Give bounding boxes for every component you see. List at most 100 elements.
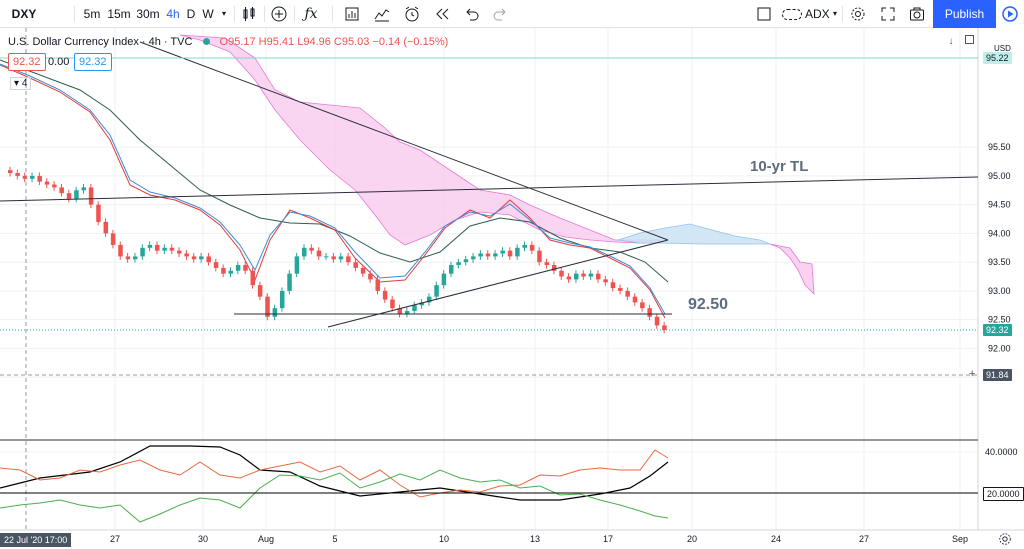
candle-body [110,233,116,245]
redo-button[interactable] [488,0,512,28]
replay-icon [436,8,449,20]
ten-year-trendline[interactable] [0,176,979,202]
candle-body [463,259,469,263]
candle-body [243,265,248,271]
toolbar-divider [74,6,75,22]
candle-body [360,267,366,274]
candle-body [647,308,652,317]
redo-icon [493,8,506,21]
candle-body [324,256,329,258]
time-tick-label: Aug [258,534,274,544]
grid [0,28,978,530]
candle-body [353,262,358,268]
interval-4h[interactable]: 4h [166,7,180,21]
interval-dropdown-button[interactable]: ▾ [221,9,226,18]
restore-pane-button[interactable] [962,35,976,49]
undo-button[interactable] [460,0,484,28]
candle-body [96,204,101,222]
symbol-title[interactable]: U.S. Dollar Currency Index · 4h · TVC [8,36,193,48]
cloud-layout-button[interactable]: ADX [782,0,830,28]
candle-body [485,253,491,257]
price-axis[interactable]: 95.50 95.00 94.50 94.00 93.50 93.00 92.50 92.00… [988,142,1011,382]
settings-button[interactable] [846,0,870,28]
publish-button[interactable]: Publish [933,0,996,28]
play-button[interactable] [996,0,1024,28]
layout-dropdown-button[interactable]: ▾ [832,9,837,18]
candle-body [625,290,630,297]
candle-body [8,170,13,174]
candle-body [346,256,351,263]
axis-settings-button[interactable] [998,532,1012,546]
candle-body [177,250,182,254]
market-status-icon [203,38,211,45]
candle-body [551,265,557,271]
candle-body [272,308,278,317]
time-tick-label: 30 [198,534,208,544]
compare-button[interactable] [370,0,394,28]
candle-body [390,299,395,309]
candle-body [302,247,307,257]
candle-body [426,296,432,303]
time-tick-label: 27 [110,534,120,544]
snapshot-button[interactable] [905,0,929,28]
candle-body [507,250,513,257]
time-tick-label: 20 [687,534,697,544]
time-axis[interactable]: 27 30 Aug 5 10 13 17 20 24 27 Sep [110,534,968,544]
replay-button[interactable] [430,0,454,28]
sell-price-box[interactable]: 92.32 [8,53,46,71]
candle-body [419,302,425,306]
crosshair-add-button[interactable]: + [969,368,976,380]
indicators-button[interactable]: ƒx [298,0,324,28]
candle-body [654,316,660,326]
lower-ascending-trendline[interactable] [327,239,669,328]
fullscreen-button[interactable] [876,0,900,28]
add-comparison-button[interactable] [268,0,290,28]
candle-body [434,285,439,297]
candle-body [66,193,72,199]
toolbar-divider [842,6,843,22]
toolbar-divider [264,6,265,22]
candle-body [596,273,601,280]
candle-body [206,256,211,263]
maximize-pane-button[interactable]: ↓ [948,36,954,47]
chart-type-button[interactable] [238,0,260,28]
candle-body [103,221,109,234]
interval-d[interactable]: D [186,7,196,21]
interval-30m[interactable]: 30m [136,7,160,21]
chart-legend: U.S. Dollar Currency Index · 4h · TVC O9… [8,36,448,48]
interval-15m[interactable]: 15m [107,7,131,21]
layout-icon [757,7,771,21]
candle-body [610,282,616,289]
compare-icon [374,9,390,22]
symbol-search-button[interactable]: DXY [11,7,37,21]
fullscreen-icon [881,7,895,21]
time-tick-label: 10 [439,534,449,544]
candle-body [22,175,28,179]
candle-body [162,247,167,251]
candle-body [662,325,667,330]
candle-body [404,311,410,314]
add-icon [271,6,287,22]
slow-ma-line [0,59,669,283]
camera-icon [910,7,924,21]
settings-icon [999,533,1011,545]
candle-body [522,244,527,248]
interval-5m[interactable]: 5m [83,7,101,21]
top-toolbar: DXY 5m 15m 30m 4h D W ▾ ƒx ADX ▾ [0,0,1024,28]
price-tick-label: 94.00 [988,228,1011,238]
alert-button[interactable] [400,0,424,28]
templates-button[interactable] [340,0,364,28]
candle-body [287,273,292,291]
indicator-toggle[interactable]: ▾ 4 [10,77,32,90]
upper-descending-trendline[interactable] [139,41,669,241]
price-chart[interactable]: 10-yr TL 92.50 95.50 95.00 94.50 94.00 93.50… [0,28,1024,549]
layout-button[interactable] [752,0,776,28]
undo-icon [466,8,479,21]
minus-di-line [0,469,669,523]
toolbar-divider [294,6,295,22]
price-unit-label: USD [994,44,1011,53]
candle-body [618,288,623,291]
candle-body [235,265,241,271]
interval-w[interactable]: W [202,7,214,21]
buy-price-box[interactable]: 92.32 [74,53,112,71]
